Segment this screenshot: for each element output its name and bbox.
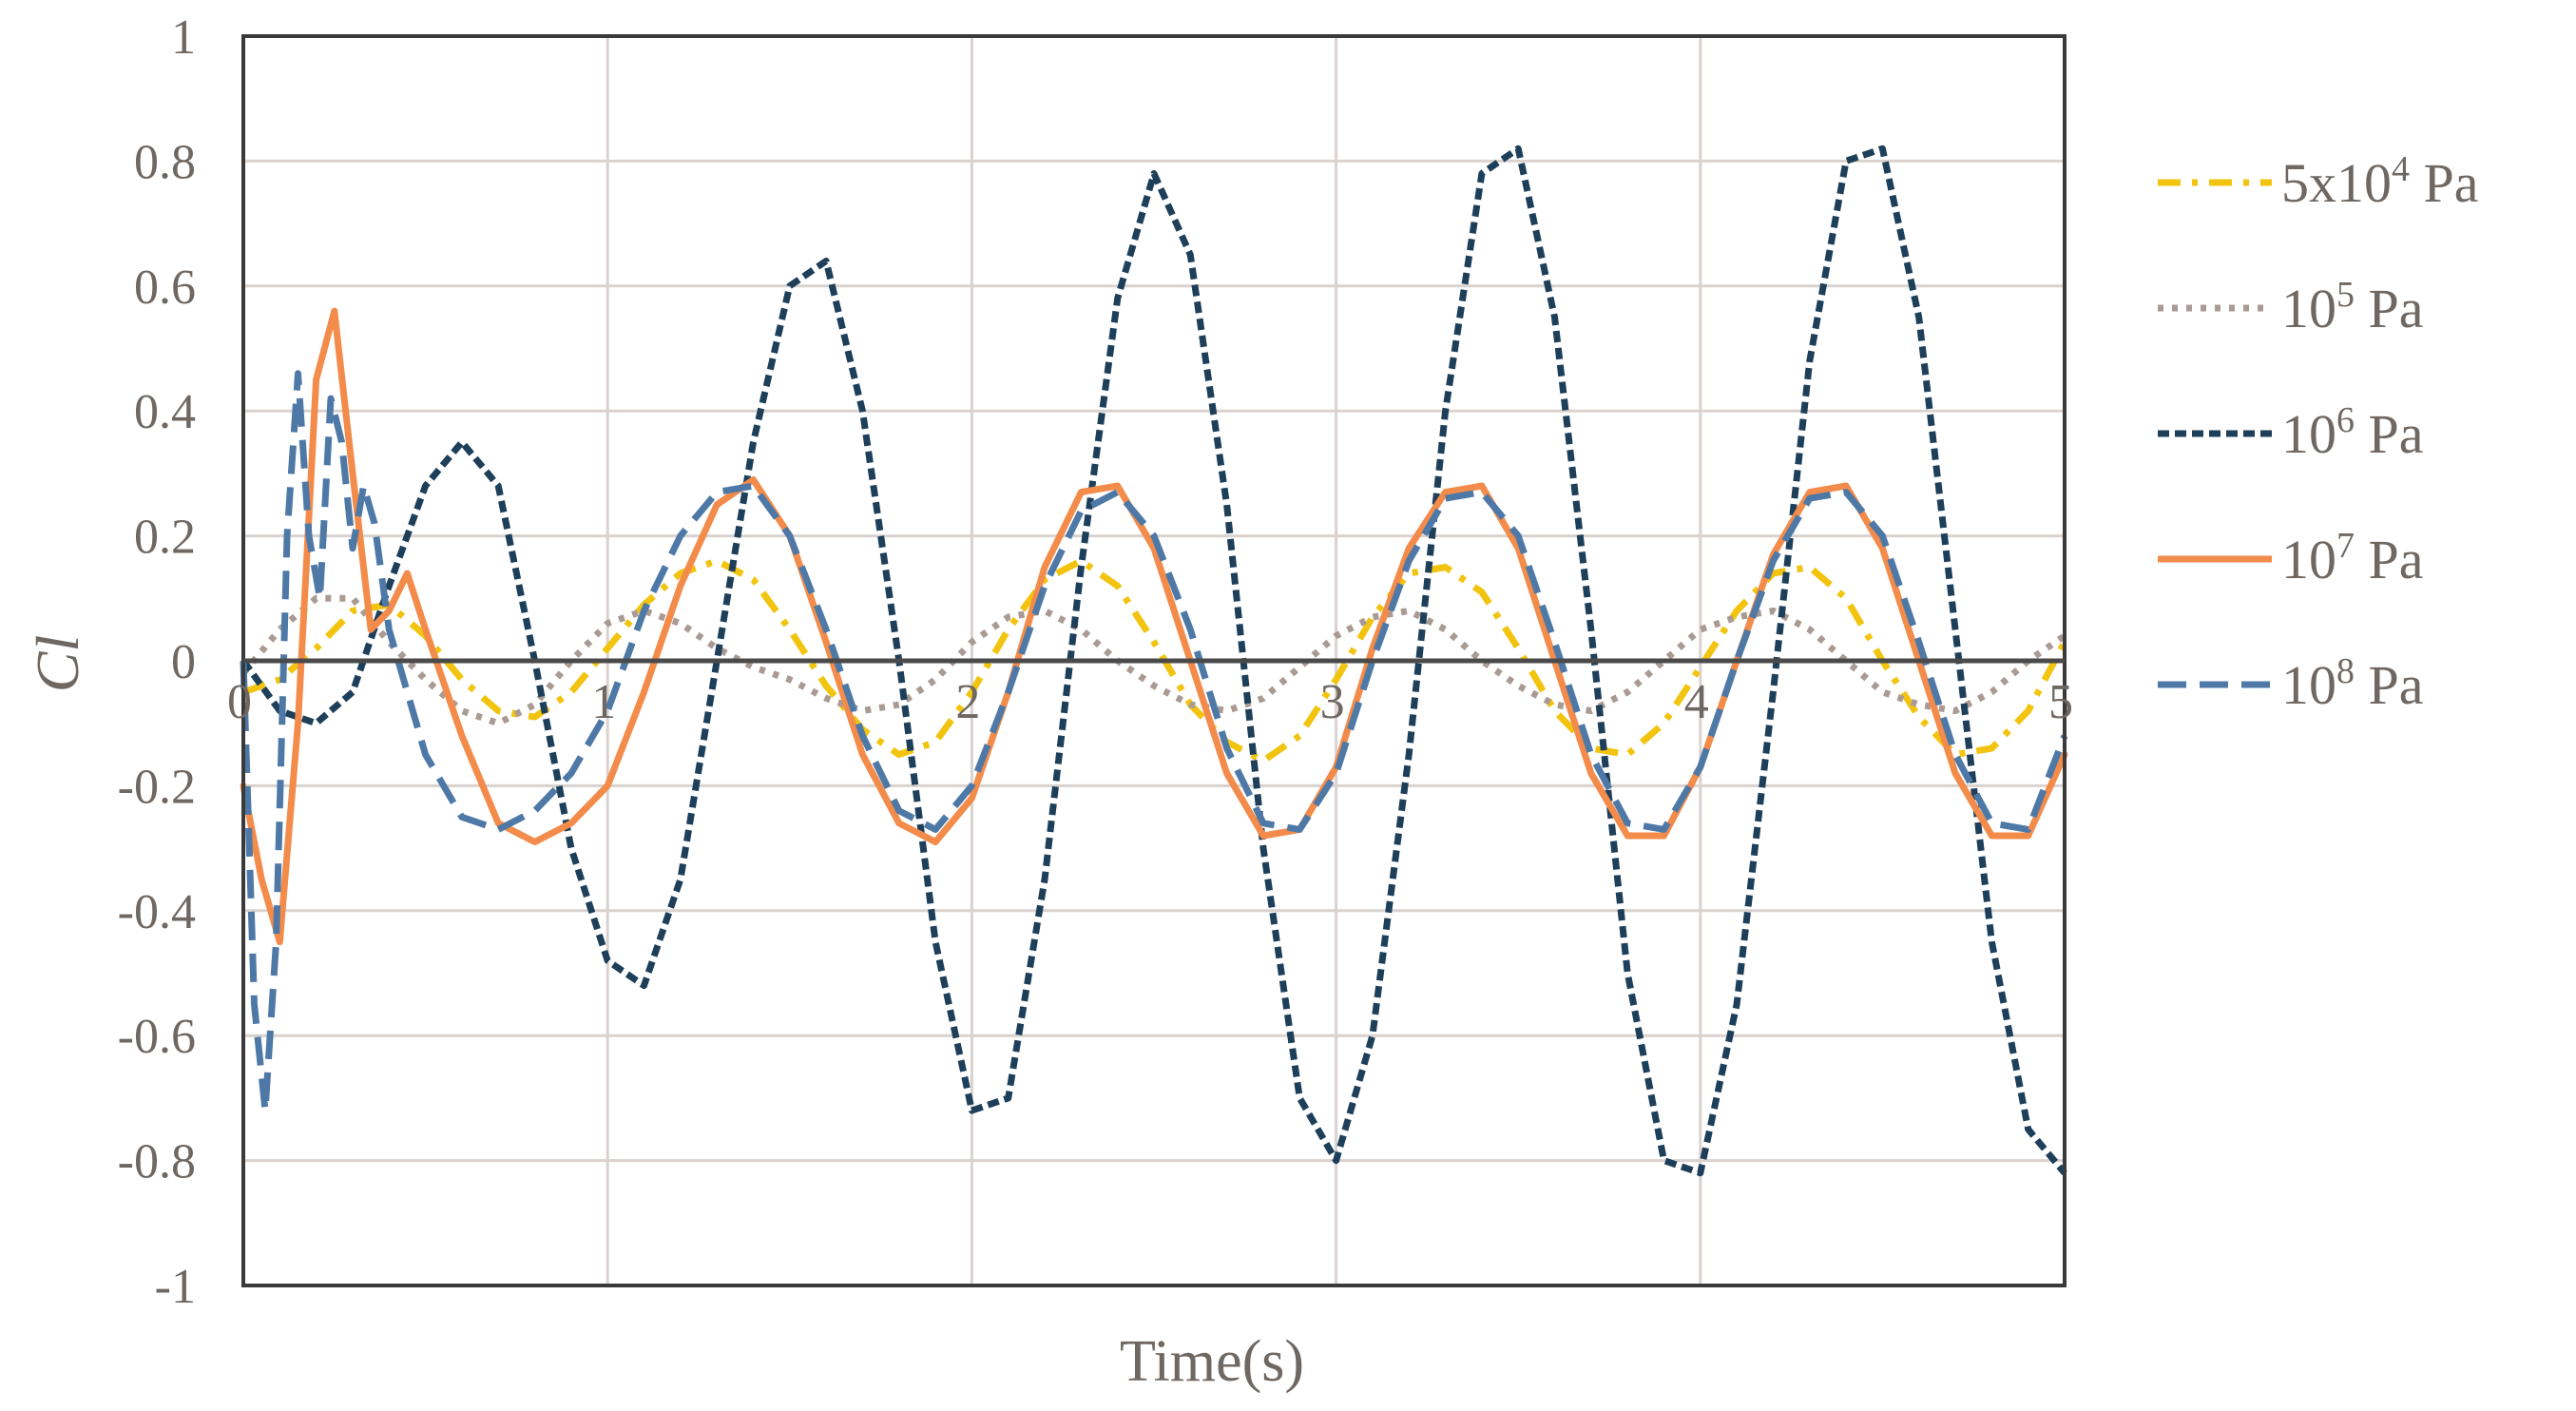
y-tick-label: 0 [171,635,196,689]
x-tick-label: 0 [227,675,252,729]
legend-label: 105 Pa [2281,275,2424,339]
x-axis-title: Time(s) [1120,1329,1304,1394]
y-tick-label: 0.4 [134,385,196,439]
legend-label: 5x104 Pa [2281,149,2479,214]
legend-item: 106 Pa [2158,400,2424,465]
y-tick-label: 0.6 [134,261,196,315]
series-line [240,307,2068,946]
series-line [240,370,2068,1114]
legend-label: 106 Pa [2281,400,2424,465]
legend-item: 108 Pa [2158,651,2424,716]
y-tick-label: 0.8 [134,135,196,189]
legend-item: 5x104 Pa [2158,149,2479,214]
legend: 5x104 Pa 105 Pa 106 Pa 107 Pa 108 Pa [2158,149,2479,716]
tick-labels: 1 0.8 0.6 0.4 0.2 0 -0.2 -0.4 -0.6 -0.8 -1 0 1 2 3 4 5 [118,10,2073,1314]
y-tick-label: -0.6 [118,1010,196,1064]
x-tick-label: 4 [1684,675,1709,729]
y-tick-label: -1 [155,1260,196,1314]
legend-item: 107 Pa [2158,526,2424,590]
legend-label: 108 Pa [2281,651,2424,716]
x-tick-label: 2 [955,675,980,729]
x-tick-label: 5 [2048,675,2073,729]
y-tick-label: 1 [171,10,196,65]
y-tick-label: -0.4 [118,885,196,939]
legend-item: 105 Pa [2158,275,2424,339]
y-tick-label: -0.8 [118,1135,196,1189]
x-tick-label: 3 [1320,675,1345,729]
axes-layer [241,34,2067,1287]
series-line [240,145,2067,1177]
series-layer [240,145,2068,1177]
legend-label: 107 Pa [2281,526,2424,590]
x-tick-label: 1 [591,675,616,729]
series-line [240,594,2067,727]
y-tick-label: -0.2 [118,760,196,814]
y-axis-title: Cl [24,635,91,692]
y-tick-label: 0.2 [134,511,196,565]
